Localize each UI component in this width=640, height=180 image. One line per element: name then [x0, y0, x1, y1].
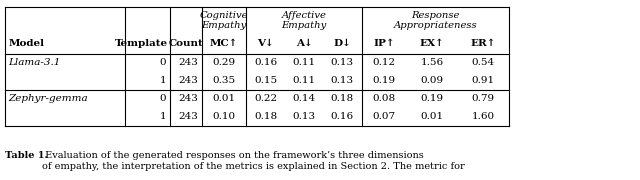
Text: 243: 243: [179, 76, 198, 85]
Text: Zephyr-gemma: Zephyr-gemma: [8, 94, 88, 103]
Text: 243: 243: [179, 94, 198, 103]
Text: 0.19: 0.19: [372, 76, 396, 85]
Text: 0.12: 0.12: [372, 58, 396, 67]
Text: 0.15: 0.15: [254, 76, 277, 85]
Text: 1.56: 1.56: [420, 58, 444, 67]
Text: 0.22: 0.22: [254, 94, 277, 103]
Text: 0.13: 0.13: [331, 76, 354, 85]
Text: 0.79: 0.79: [472, 94, 495, 103]
Text: 0.54: 0.54: [472, 58, 495, 67]
Text: 0.11: 0.11: [292, 58, 316, 67]
Text: MC↑: MC↑: [210, 39, 238, 48]
Text: Table 1.: Table 1.: [5, 151, 48, 160]
Text: 0.13: 0.13: [331, 58, 354, 67]
Text: EX↑: EX↑: [420, 39, 444, 48]
Text: 1.60: 1.60: [472, 112, 495, 122]
Text: 0.29: 0.29: [212, 58, 236, 67]
Text: 0.07: 0.07: [372, 112, 396, 122]
Text: Evaluation of the generated responses on the framework’s three dimensions
of emp: Evaluation of the generated responses on…: [42, 151, 465, 171]
Text: Count: Count: [168, 39, 203, 48]
Text: 243: 243: [179, 58, 198, 67]
Text: 1: 1: [160, 76, 166, 85]
Text: 0.91: 0.91: [472, 76, 495, 85]
Text: 0.01: 0.01: [212, 94, 236, 103]
Text: Llama-3.1: Llama-3.1: [8, 58, 61, 67]
Text: ER↑: ER↑: [470, 39, 496, 48]
Text: Model: Model: [8, 39, 44, 48]
Text: 0.08: 0.08: [372, 94, 396, 103]
Text: 1: 1: [160, 112, 166, 122]
Text: 0.14: 0.14: [292, 94, 316, 103]
Text: 0.16: 0.16: [331, 112, 354, 122]
Text: 0.10: 0.10: [212, 112, 236, 122]
Text: Response
Appropriateness: Response Appropriateness: [394, 10, 477, 30]
Text: 0: 0: [160, 58, 166, 67]
Text: 0.01: 0.01: [420, 112, 444, 122]
Text: Template: Template: [115, 39, 168, 48]
Text: 0.13: 0.13: [292, 112, 316, 122]
Text: V↓: V↓: [257, 39, 274, 48]
Text: 0.16: 0.16: [254, 58, 277, 67]
Text: 243: 243: [179, 112, 198, 122]
Text: Affective
Empathy: Affective Empathy: [282, 10, 326, 30]
Text: 0.18: 0.18: [254, 112, 277, 122]
Text: 0.19: 0.19: [420, 94, 444, 103]
Text: 0.18: 0.18: [331, 94, 354, 103]
Text: D↓: D↓: [333, 39, 351, 48]
Text: Cognitive
Empathy: Cognitive Empathy: [200, 10, 248, 30]
Text: 0.35: 0.35: [212, 76, 236, 85]
Text: 0.09: 0.09: [420, 76, 444, 85]
Text: A↓: A↓: [296, 39, 312, 48]
Text: 0: 0: [160, 94, 166, 103]
Text: IP↑: IP↑: [373, 39, 395, 48]
Text: 0.11: 0.11: [292, 76, 316, 85]
